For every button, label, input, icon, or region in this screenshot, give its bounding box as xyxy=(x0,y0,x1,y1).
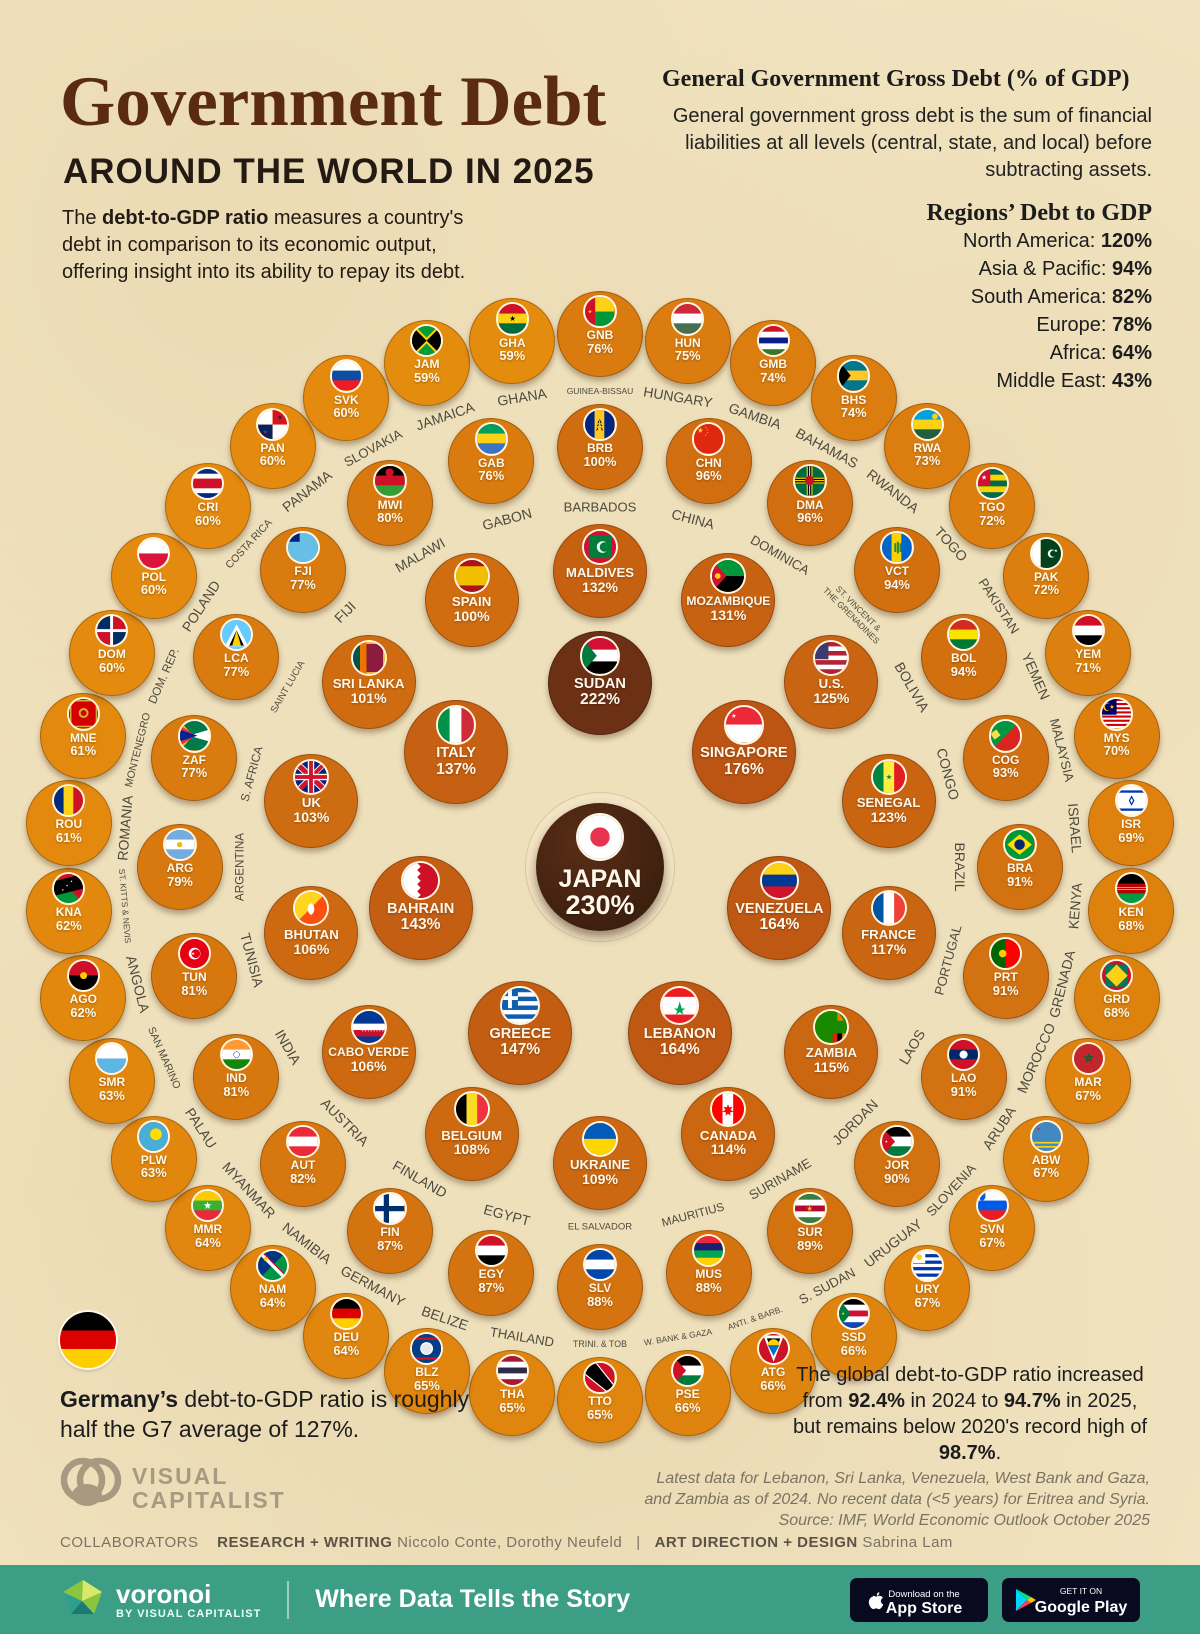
svg-text:App Store: App Store xyxy=(886,1600,963,1617)
svg-text:Download on the: Download on the xyxy=(888,1589,959,1600)
svg-text:GET IT ON: GET IT ON xyxy=(1060,1586,1102,1596)
svg-text:CAPITALIST: CAPITALIST xyxy=(132,1487,286,1513)
svg-text:Google Play: Google Play xyxy=(1035,1599,1128,1616)
svg-text:VISUAL: VISUAL xyxy=(132,1463,228,1489)
